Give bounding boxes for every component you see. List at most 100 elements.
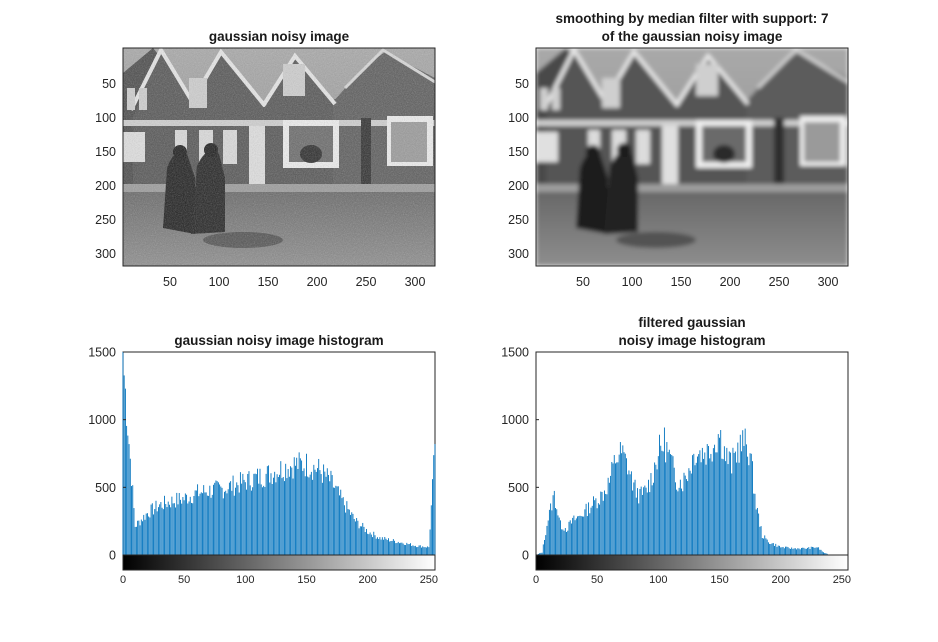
noisy-hist-bar — [385, 538, 387, 555]
noisy-hist-bar — [244, 482, 246, 555]
noisy-hist-bar — [258, 483, 260, 555]
filtered-hist-bar — [575, 518, 577, 555]
filtered-hist-bar — [695, 462, 697, 555]
noisy-image-xtick: 200 — [307, 275, 328, 289]
noisy-hist-bar — [370, 534, 372, 555]
noisy-hist-ytick-label: 0 — [109, 549, 116, 563]
filtered-hist-bar — [823, 552, 824, 555]
noisy-hist-bar — [227, 489, 229, 555]
filtered-image-xtick: 100 — [622, 275, 643, 289]
filtered-hist-bar — [787, 547, 789, 555]
noisy-hist-bar — [122, 352, 124, 555]
filtered-hist-bar — [771, 543, 773, 555]
noisy-hist-bar — [221, 487, 223, 555]
noisy-hist-bar — [156, 511, 158, 555]
noisy-image-ytick: 50 — [102, 77, 116, 91]
noisy-hist-bar — [288, 476, 290, 555]
filtered-hist-bar — [651, 485, 653, 555]
noisy-hist-bar — [406, 542, 408, 555]
noisy-hist-bar — [247, 473, 249, 555]
filtered-hist-bar — [643, 487, 645, 555]
filtered-hist-axes-box — [535, 351, 849, 571]
noisy-hist-bar — [161, 507, 163, 555]
noisy-hist-bar — [162, 509, 164, 555]
filtered-hist-bar — [692, 455, 694, 555]
noisy-hist-bar — [329, 481, 331, 555]
noisy-hist-panel: gaussian noisy image histogram 050010001… — [88, 333, 438, 586]
noisy-hist-bar — [214, 482, 216, 555]
filtered-hist-bar — [621, 453, 623, 555]
noisy-hist-bar — [261, 487, 263, 555]
noisy-hist-bar — [373, 531, 375, 555]
noisy-hist-xtick-label: 250 — [420, 574, 438, 586]
noisy-hist-bar — [340, 489, 342, 555]
noisy-hist-bar — [285, 463, 287, 555]
noisy-image-xticks: 50 100 150 200 250 300 — [163, 275, 425, 289]
noisy-hist-bar — [310, 471, 312, 555]
noisy-hist-bar — [172, 503, 174, 555]
noisy-hist-bar — [263, 485, 265, 555]
filtered-hist-bar — [753, 493, 755, 555]
filtered-hist-xtick-label: 150 — [710, 574, 728, 586]
noisy-image-axes-box — [122, 47, 436, 267]
noisy-hist-bar — [339, 495, 340, 555]
filtered-hist-bar — [597, 503, 599, 555]
noisy-hist-bar — [291, 467, 293, 555]
noisy-hist-bar — [176, 492, 178, 555]
filtered-hist-bar — [539, 553, 541, 555]
noisy-hist-bar — [312, 479, 314, 555]
filtered-hist-bar — [821, 551, 823, 555]
noisy-hist-bar — [167, 501, 169, 555]
filtered-hist-bar — [801, 547, 802, 555]
filtered-hist-bar — [644, 485, 646, 555]
filtered-hist-bar — [803, 547, 805, 555]
noisy-hist-bar — [331, 475, 333, 555]
filtered-hist-bar — [720, 430, 722, 555]
noisy-hist-bar — [287, 469, 289, 555]
filtered-hist-bar — [629, 474, 631, 555]
filtered-hist-bar — [719, 437, 720, 555]
filtered-hist-bar — [733, 452, 735, 555]
noisy-hist-bar — [376, 537, 378, 555]
noisy-hist-bar — [343, 505, 345, 555]
noisy-hist-bar — [215, 480, 217, 555]
noisy-hist-xtick-label: 150 — [297, 574, 315, 586]
filtered-hist-xtick-label: 0 — [533, 574, 539, 586]
filtered-hist-bar — [731, 473, 733, 555]
filtered-hist-bar — [750, 453, 752, 555]
noisy-hist-bar — [187, 503, 189, 555]
filtered-hist-bar — [602, 500, 604, 555]
noisy-hist-bar — [342, 497, 344, 555]
noisy-hist-bar — [321, 482, 323, 555]
noisy-image-ytick: 150 — [95, 145, 116, 159]
filtered-hist-bar — [820, 549, 822, 555]
filtered-hist-bar — [716, 452, 718, 555]
filtered-image — [536, 48, 848, 266]
filtered-hist-bar — [743, 445, 745, 555]
filtered-hist-bar — [546, 525, 548, 555]
filtered-hist-bar — [649, 492, 651, 555]
filtered-hist-xtick-label: 200 — [772, 574, 790, 586]
noisy-hist-bar — [297, 468, 299, 555]
noisy-hist-bar — [175, 507, 177, 555]
filtered-hist-bar — [813, 547, 815, 555]
noisy-hist-bar — [417, 546, 419, 555]
filtered-hist-bar — [807, 547, 809, 555]
noisy-hist-bar — [226, 493, 228, 555]
noisy-hist-bars: 0 500 1000 1500 0 50 100 150 200 250 — [88, 346, 438, 587]
noisy-hist-bar — [159, 504, 161, 555]
noisy-hist-bar — [299, 458, 301, 555]
noisy-hist-bar — [133, 508, 135, 555]
noisy-hist-bar — [380, 539, 382, 555]
noisy-hist-bar — [418, 545, 420, 555]
noisy-hist-bar — [429, 529, 431, 555]
filtered-hist-bar — [758, 513, 760, 555]
filtered-hist-bar — [585, 503, 587, 555]
noisy-hist-bar — [271, 483, 273, 555]
filtered-hist-bar — [670, 454, 671, 555]
filtered-image-xtick: 300 — [818, 275, 839, 289]
noisy-hist-bar — [220, 486, 222, 555]
noisy-hist-bar — [362, 522, 364, 555]
filtered-hist-bar — [766, 539, 768, 555]
noisy-hist-bar — [144, 519, 146, 555]
